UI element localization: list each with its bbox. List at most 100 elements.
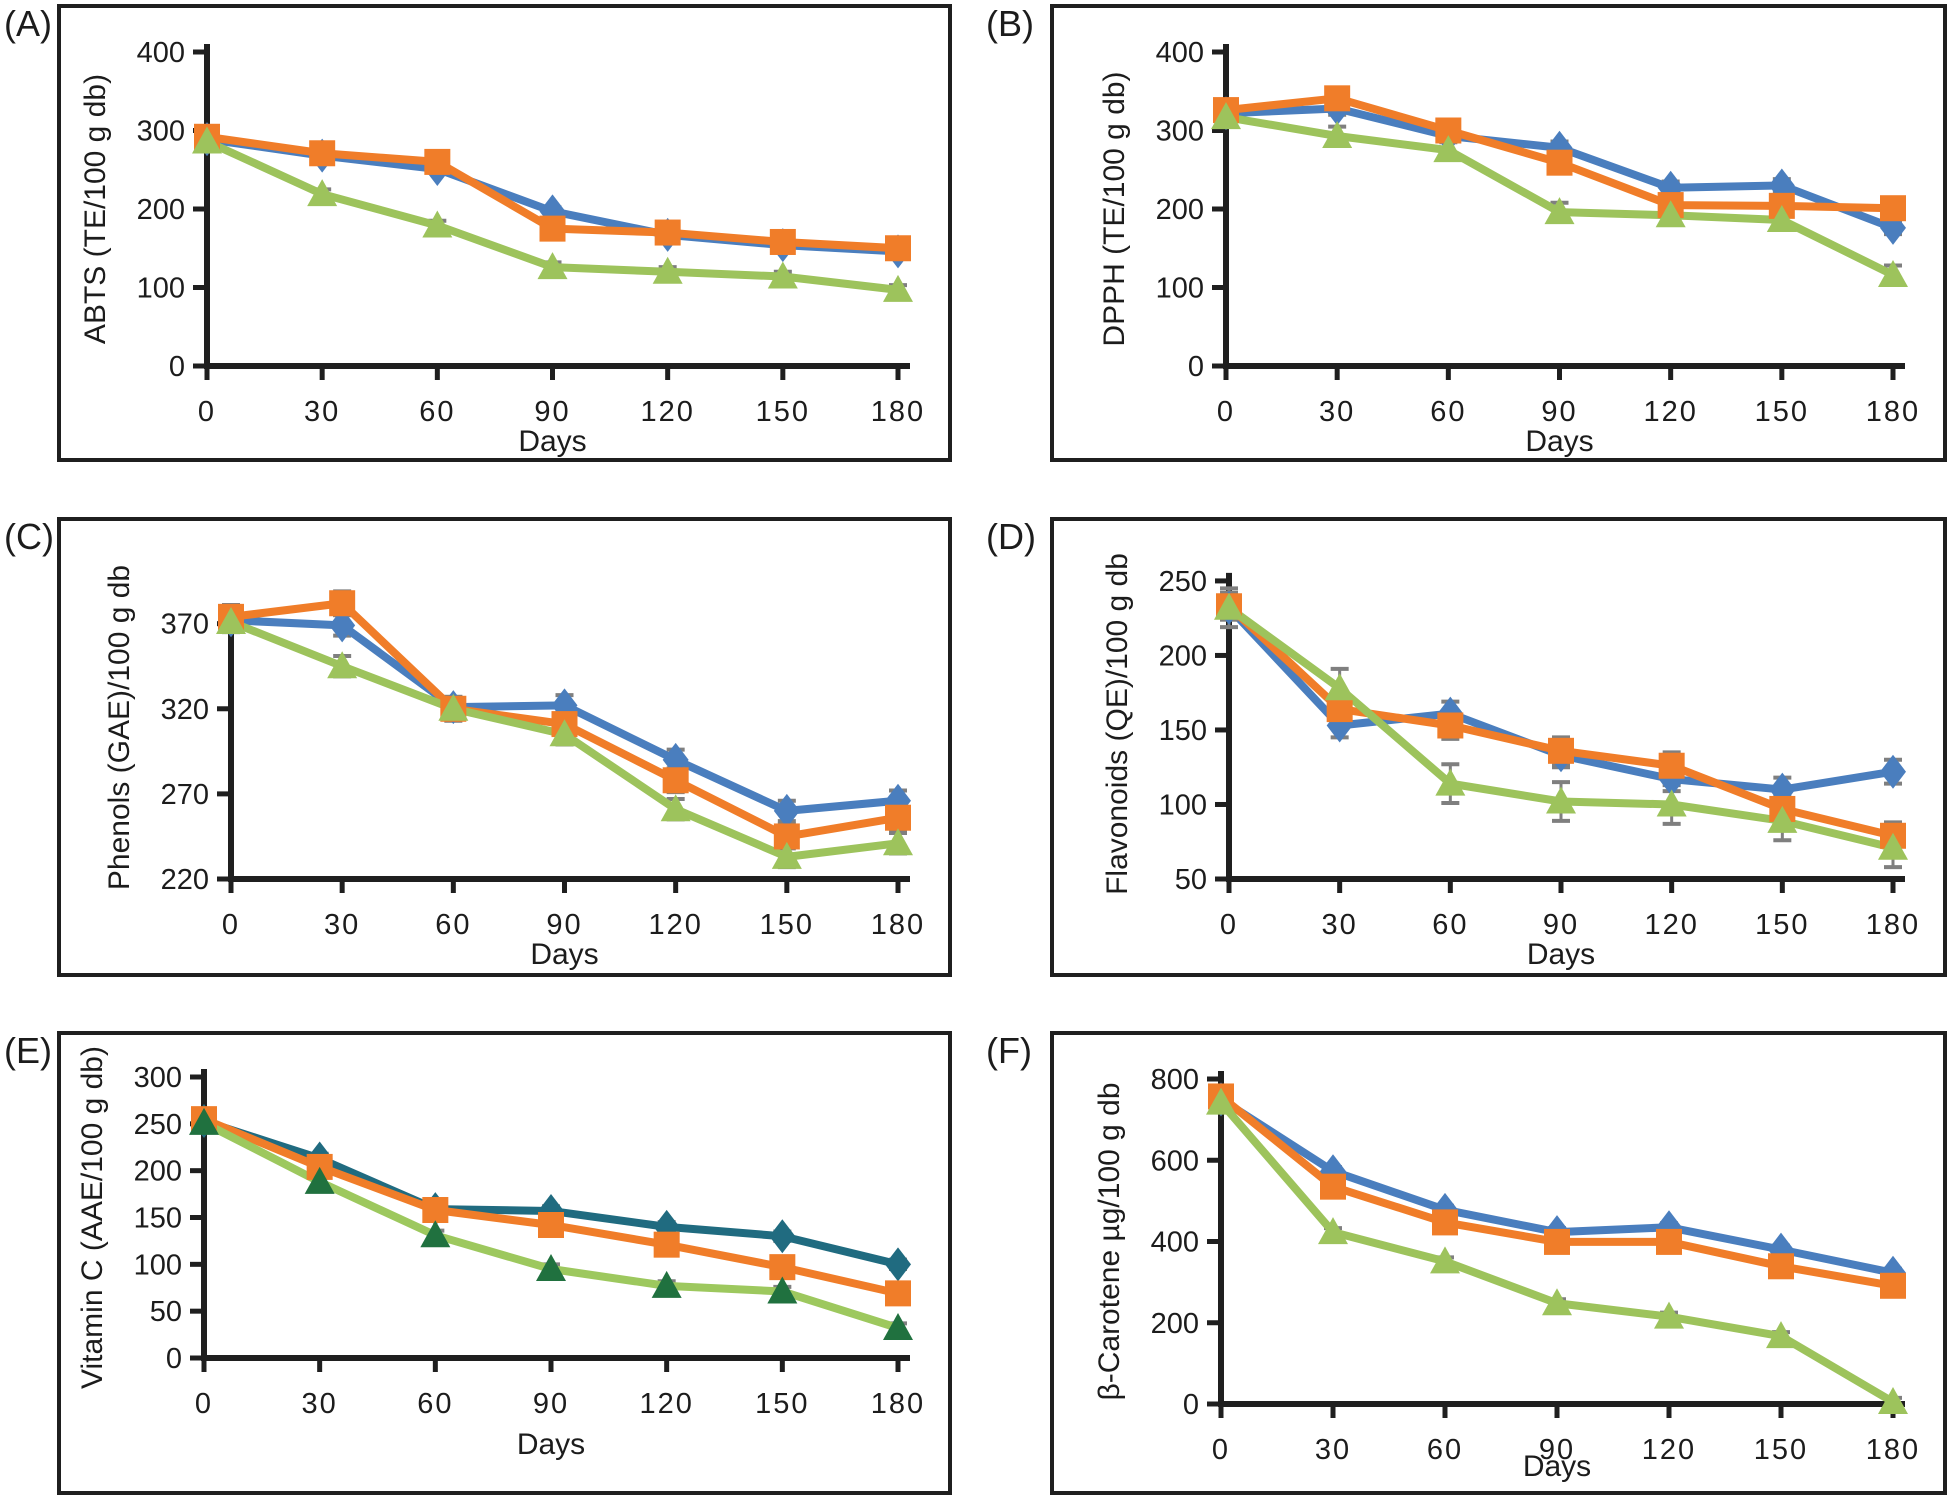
data-point-marker <box>1658 752 1685 779</box>
line-chart-C: 220 270 320 370 0 30 60 90 120 150 180 Phenols (GAE… <box>103 565 923 971</box>
data-point-marker <box>662 767 689 794</box>
x-axis-title: Days <box>517 1428 585 1461</box>
x-tick-label: 90 <box>546 909 582 941</box>
data-point-marker <box>1433 135 1464 163</box>
data-point-marker <box>1324 673 1355 701</box>
x-tick-label: 60 <box>1432 909 1468 941</box>
data-point-marker <box>1767 805 1798 833</box>
data-point-marker <box>329 608 356 643</box>
data-point-marker <box>420 1220 451 1248</box>
data-point-marker <box>304 1166 335 1194</box>
data-point-marker <box>769 1219 796 1254</box>
y-tick-label: 250 <box>134 1109 182 1141</box>
data-point-marker <box>1211 102 1241 130</box>
y-tick-label: 200 <box>1156 194 1204 226</box>
data-point-marker <box>1544 197 1575 225</box>
y-tick-label: 400 <box>1156 37 1204 69</box>
x-tick-label: 150 <box>756 396 810 428</box>
x-tick-label: 120 <box>1644 909 1698 941</box>
line-chart-D: 50 100 150 200 250 0 30 60 90 120 150 180 Flavonoids… <box>1101 553 1918 971</box>
panel-label: (C) <box>4 516 54 557</box>
x-tick-label: 90 <box>1541 396 1577 428</box>
line-chart-E: 0 50 100 150 200 250 300 0 30 60 90 120 150 180 Vitami… <box>76 1046 925 1461</box>
markers-series-2-orange-square <box>1213 85 1906 222</box>
x-tick-label: 0 <box>222 909 240 941</box>
y-tick-label: 300 <box>137 116 185 148</box>
y-tick-label: 600 <box>1151 1145 1199 1177</box>
data-point-marker <box>422 1197 449 1224</box>
y-tick-label: 200 <box>1151 1308 1199 1340</box>
y-axis-title: Vitamin C (AAE/100 g db) <box>76 1046 109 1389</box>
data-point-marker <box>1548 737 1574 764</box>
x-tick-label: 30 <box>1315 1434 1351 1466</box>
x-tick-label: 180 <box>871 1388 925 1420</box>
line-chart-F: 0 200 400 600 800 0 30 60 90 120 150 180 β-Carotene … <box>1093 1064 1920 1483</box>
x-tick-label: 120 <box>1642 1434 1696 1466</box>
y-tick-label: 320 <box>161 694 209 726</box>
y-tick-label: 300 <box>1156 116 1204 148</box>
panel-label: (D) <box>986 516 1036 557</box>
x-tick-label: 30 <box>304 396 340 428</box>
data-point-marker <box>883 828 913 856</box>
data-point-marker <box>1546 786 1576 814</box>
x-axis-title: Days <box>518 425 586 458</box>
x-tick-label: 30 <box>1319 396 1355 428</box>
x-tick-label: 150 <box>1755 909 1809 941</box>
panel-box: 220 270 320 370 0 30 60 90 120 150 180 Phenols (GAE… <box>57 517 952 977</box>
data-point-marker <box>189 1107 219 1135</box>
data-point-marker <box>769 1254 796 1281</box>
data-point-marker <box>327 651 358 679</box>
y-tick-label: 100 <box>134 1249 182 1281</box>
data-point-marker <box>885 235 911 262</box>
data-point-marker <box>1880 1272 1906 1299</box>
data-point-marker <box>652 256 683 284</box>
data-point-marker <box>1766 204 1797 232</box>
data-point-marker <box>538 1211 564 1238</box>
y-tick-label: 370 <box>161 609 209 641</box>
y-tick-label: 50 <box>1175 864 1207 896</box>
y-tick-label: 0 <box>169 351 185 383</box>
data-point-marker <box>660 794 691 822</box>
markers-series-3-green-triangle <box>1214 592 1908 860</box>
x-tick-label: 60 <box>417 1388 453 1420</box>
data-point-marker <box>537 252 568 280</box>
x-tick-label: 30 <box>1322 909 1358 941</box>
data-point-marker <box>885 804 911 831</box>
data-point-marker <box>1880 195 1906 222</box>
data-point-marker <box>651 1270 682 1298</box>
y-tick-label: 200 <box>1159 640 1207 672</box>
markers-series-3-green-triangle <box>192 126 913 302</box>
x-tick-label: 60 <box>435 909 471 941</box>
y-tick-label: 200 <box>137 194 185 226</box>
y-tick-label: 150 <box>1159 715 1207 747</box>
x-axis-title: Days <box>530 938 598 971</box>
panel-box: 0 200 400 600 800 0 30 60 90 120 150 180 β-Carotene … <box>1050 1031 1947 1495</box>
panel-label: (E) <box>4 1030 52 1071</box>
x-tick-label: 90 <box>533 1388 569 1420</box>
x-tick-label: 0 <box>1220 909 1238 941</box>
data-point-marker <box>329 590 356 617</box>
data-point-marker <box>653 1231 680 1258</box>
markers-series-3-green-triangle <box>1211 102 1908 287</box>
x-tick-label: 90 <box>1543 909 1579 941</box>
y-tick-label: 150 <box>134 1203 182 1235</box>
data-point-marker <box>771 841 802 869</box>
data-point-marker <box>1324 85 1351 112</box>
data-point-marker <box>309 140 336 167</box>
data-point-marker <box>1766 1321 1796 1349</box>
y-tick-label: 0 <box>1183 1389 1199 1421</box>
data-point-marker <box>767 261 798 289</box>
y-tick-label: 200 <box>134 1156 182 1188</box>
data-point-marker <box>1322 120 1353 148</box>
data-point-marker <box>1656 1228 1682 1255</box>
x-tick-label: 60 <box>419 396 455 428</box>
data-point-marker <box>1542 1288 1572 1316</box>
x-tick-label: 180 <box>1866 1434 1920 1466</box>
data-point-marker <box>767 1276 798 1304</box>
x-tick-label: 120 <box>640 396 694 428</box>
data-point-marker <box>536 1254 566 1282</box>
y-tick-label: 100 <box>137 273 185 305</box>
y-tick-label: 400 <box>137 37 185 69</box>
data-point-marker <box>773 793 800 828</box>
markers-series-1-blue-diamond <box>1208 1082 1906 1290</box>
